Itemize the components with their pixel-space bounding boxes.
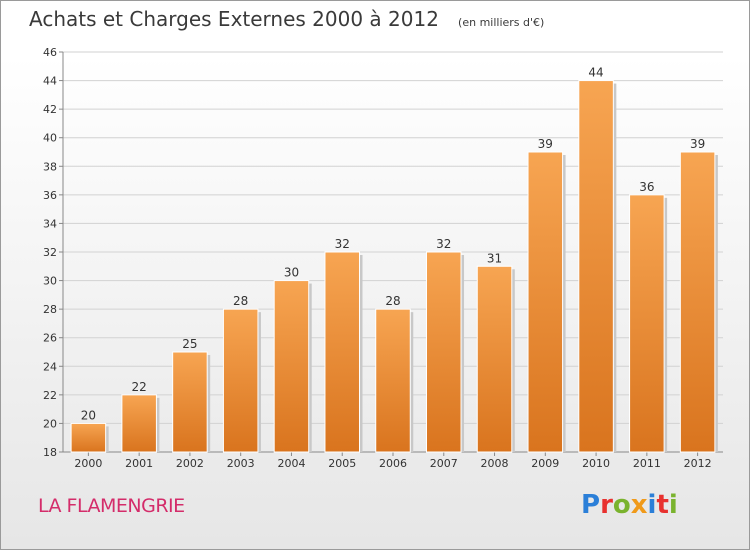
data-label: 39 bbox=[690, 137, 705, 151]
x-tick-label: 2001 bbox=[125, 457, 153, 470]
bar-2000 bbox=[70, 422, 107, 453]
bar-2011 bbox=[629, 194, 665, 453]
commune-name: LA FLAMENGRIE bbox=[38, 495, 185, 517]
bar-2007 bbox=[426, 251, 462, 453]
bar-2012 bbox=[679, 151, 716, 453]
data-label: 39 bbox=[538, 137, 553, 151]
x-tick-label: 2006 bbox=[379, 457, 407, 470]
data-label: 32 bbox=[436, 237, 451, 251]
data-label: 36 bbox=[639, 180, 654, 194]
title-row: Achats et Charges Externes 2000 à 2012 (… bbox=[29, 7, 544, 31]
bar-2009 bbox=[527, 151, 564, 453]
x-tick-label: 2000 bbox=[74, 457, 102, 470]
logo-letter: x bbox=[630, 490, 648, 520]
y-tick-label: 18 bbox=[43, 446, 57, 459]
y-tick-label: 42 bbox=[43, 103, 57, 116]
bar-layer bbox=[70, 80, 718, 453]
x-tick-label: 2002 bbox=[176, 457, 204, 470]
bar-2002 bbox=[172, 351, 208, 453]
bar-2008 bbox=[476, 265, 513, 453]
y-tick-label: 44 bbox=[43, 75, 57, 88]
y-tick-label: 40 bbox=[43, 132, 57, 145]
bar-2010 bbox=[578, 80, 614, 453]
y-tick-label: 22 bbox=[43, 389, 57, 402]
y-tick-label: 26 bbox=[43, 332, 57, 345]
x-tick-label: 2012 bbox=[684, 457, 712, 470]
logo-letter: o bbox=[612, 490, 631, 520]
logo-letter: i bbox=[668, 490, 678, 520]
y-tick-label: 46 bbox=[43, 46, 57, 59]
data-label: 22 bbox=[132, 380, 147, 394]
data-label: 25 bbox=[182, 337, 197, 351]
data-label: 31 bbox=[487, 251, 502, 265]
label-layer: 2000 20 2001 22 2002 25 2003 28 2004 30 2005 32 2006… bbox=[74, 66, 711, 470]
logo-letter: P bbox=[581, 490, 601, 520]
chart-subtitle: (en milliers d'€) bbox=[458, 16, 545, 29]
y-tick-label: 24 bbox=[43, 360, 57, 373]
x-tick-label: 2007 bbox=[430, 457, 458, 470]
bar-2005 bbox=[324, 251, 360, 453]
data-label: 32 bbox=[335, 237, 350, 251]
y-tick-label: 34 bbox=[43, 217, 57, 230]
data-label: 30 bbox=[284, 266, 299, 280]
chart-title: Achats et Charges Externes 2000 à 2012 bbox=[29, 7, 439, 31]
logo-letter: i bbox=[647, 490, 657, 520]
logo-letter: t bbox=[656, 490, 669, 520]
y-tick-label: 38 bbox=[43, 160, 57, 173]
y-tick-label: 32 bbox=[43, 246, 57, 259]
x-tick-label: 2003 bbox=[227, 457, 255, 470]
y-tick-label: 20 bbox=[43, 417, 57, 430]
bar-2001 bbox=[121, 394, 157, 453]
data-label: 20 bbox=[81, 408, 96, 422]
x-tick-label: 2008 bbox=[481, 457, 509, 470]
x-tick-label: 2011 bbox=[633, 457, 661, 470]
bar-2006 bbox=[375, 308, 411, 453]
y-tick-label: 36 bbox=[43, 189, 57, 202]
data-label: 28 bbox=[385, 294, 400, 308]
x-tick-label: 2009 bbox=[531, 457, 559, 470]
bar-2004 bbox=[273, 280, 310, 453]
bar-2003 bbox=[222, 308, 259, 453]
y-tick-label: 30 bbox=[43, 275, 57, 288]
x-tick-label: 2004 bbox=[277, 457, 305, 470]
data-label: 28 bbox=[233, 294, 248, 308]
data-label: 44 bbox=[588, 66, 603, 80]
y-tick-label: 28 bbox=[43, 303, 57, 316]
logo-letter: r bbox=[600, 490, 613, 520]
x-tick-label: 2010 bbox=[582, 457, 610, 470]
x-tick-label: 2005 bbox=[328, 457, 356, 470]
proxiti-logo[interactable]: Proxiti bbox=[581, 490, 678, 520]
